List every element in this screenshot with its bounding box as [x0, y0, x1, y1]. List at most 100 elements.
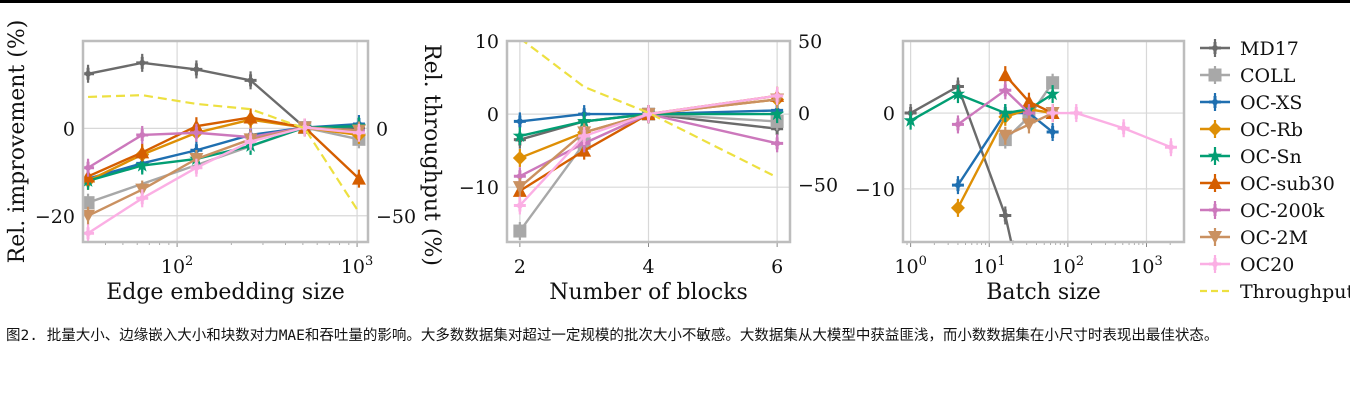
panel-2-y2-tick-label: −50: [798, 175, 838, 197]
panel-3-series-oc-sub30-point: [998, 68, 1013, 82]
panel-3-series-oc-rb-line: [956, 108, 1053, 209]
panel-1-series-oc-sub30-line: [87, 116, 360, 180]
panel-2-series-oc20-point: [578, 130, 591, 143]
legend-entry-md17-marker: [1209, 42, 1221, 54]
panel-2-series-oc-rb-point-shape: [512, 150, 527, 165]
panel-3-series-oc-200k-point: [951, 118, 964, 131]
legend-entry-oc20-marker: [1209, 258, 1221, 270]
panel-3-series-oc-xs-point-center: [954, 182, 961, 189]
panel-2-series-oc-rb-point: [512, 150, 527, 165]
panel-3-series-oc20-point-center: [1049, 110, 1056, 117]
panel-3-x-tick-label: 103: [1130, 254, 1162, 278]
panel-1-x-axis-title: Edge embedding size: [106, 280, 345, 305]
panel-1-series-oc20-point: [298, 121, 311, 134]
panel-3-series-oc20-point: [1070, 107, 1083, 120]
panel-1-frame: [81, 39, 370, 244]
panel-2-series-oc-200k-point: [771, 137, 784, 150]
panel-3-series-oc-sub30-point-shape: [998, 68, 1013, 82]
panel-2-series-oc-sn-point: [512, 128, 527, 143]
panel-1-series-md17-point-center: [85, 70, 92, 77]
legend-entry-oc-sub30-label: OC-sub30: [1240, 173, 1335, 195]
panel-2-series-oc20: [513, 86, 784, 215]
panel-2-series-oc20-line: [518, 94, 778, 207]
figure-caption: 图2. 批量大小、边缘嵌入大小和块数对力MAE和吞吐量的影响。大多数数据集对超过…: [6, 328, 1219, 344]
panel-1-y-tick-label: −20: [35, 206, 75, 228]
legend-entry-oc-200k-marker-center: [1212, 207, 1218, 213]
panel-2-y2-tick-label: 50: [798, 31, 822, 53]
panel-3-y-tick-label: 0: [883, 103, 895, 125]
legend-entry-oc-rb-label: OC-Rb: [1240, 119, 1303, 141]
panel-3-series-oc-sn-point-shape: [950, 86, 966, 101]
legend-entry-coll-label: COLL: [1240, 65, 1296, 87]
legend-entry-coll-marker-shape: [1208, 68, 1222, 82]
panel-2-series-oc-2m-line: [519, 98, 778, 189]
panel-1-series-oc-sub30-point-shape: [351, 171, 366, 185]
legend-entry-md17-label: MD17: [1240, 38, 1299, 60]
panel-1-series-oc-sn-point-shape: [135, 158, 150, 172]
panel-2-series-oc-2m-point: [512, 181, 527, 195]
panel-1-series-oc-sub30-point-shape: [135, 145, 150, 159]
panel-2-series-oc-xs-line: [519, 109, 778, 123]
panel-1-y-axis-title: Rel. improvement (%): [5, 20, 30, 264]
panel-2-series-oc-2m-point-shape: [512, 181, 527, 195]
panel-2-series-oc-sn-point-shape: [512, 128, 527, 143]
panel-1-series-oc-200k-point-center: [139, 131, 146, 138]
panel-2-y-tick-label: −10: [459, 177, 499, 199]
panel-2-x-tick-label: 2: [514, 256, 526, 278]
panel-1-series-md17-point-center: [193, 66, 200, 73]
panel-1-series-oc-sub30-point-shape: [243, 110, 258, 124]
panel-2-x-tick-label: 6: [771, 256, 783, 278]
panel-3-series-oc20-point: [1117, 122, 1130, 135]
panel-1-series-oc20-point: [244, 135, 257, 148]
panel-3-series-md17-point: [999, 209, 1012, 222]
panel-2-x-tick-label: 4: [642, 256, 654, 278]
panel-3-series-oc-xs-point-center: [1049, 129, 1056, 136]
panel-3-y-tick-label: −10: [855, 179, 895, 201]
legend-entry-coll-marker: [1208, 68, 1222, 82]
top-rule: [0, 0, 1350, 3]
panel-3-series-oc20-line: [1052, 111, 1172, 149]
panel-2-series-oc-sn-point-shape: [577, 113, 592, 128]
panel-3-series-oc-2m-point-shape: [1021, 118, 1036, 132]
panel-2-x-axis-title: Number of blocks: [549, 280, 748, 305]
panel-3-series-oc-200k-point-center: [1002, 87, 1009, 94]
panel-2-series-coll-point-shape: [513, 224, 527, 238]
panel-1-series-oc20-point-center: [85, 230, 92, 237]
panel-1-series-oc-200k-point-center: [85, 164, 92, 171]
panel-3-series-oc-200k-point-center: [954, 121, 961, 128]
panel-3-x-axis-title: Batch size: [986, 280, 1101, 305]
panel-2-series-oc-sn-point: [770, 106, 785, 121]
panel-3-series-oc-200k: [951, 81, 1035, 134]
panel-3-series-oc-sn-point: [903, 113, 918, 127]
panel-3-series-oc-200k-point: [999, 84, 1012, 97]
legend-entry-oc-sn-marker-shape: [1207, 148, 1223, 163]
panel-2-series-oc-200k-point-center: [774, 140, 781, 147]
panel-1-series-oc-200k-point: [136, 128, 149, 141]
panel-3-series-md17-point: [1007, 244, 1019, 256]
panel-3-series-oc20-point-center: [1120, 125, 1127, 132]
panel-1-x-tick-label: 103: [341, 254, 373, 278]
legend-entry-oc-xs-label: OC-XS: [1240, 92, 1302, 114]
panel-1-y-tick-label: 0: [63, 118, 75, 140]
panel-3-series-oc20-point-center: [1167, 144, 1174, 151]
panel-1-y2-tick-label: 0: [376, 118, 388, 140]
panel-3-series-oc-sn-point: [950, 86, 966, 101]
legend-entry-oc-sub30-marker: [1208, 176, 1222, 189]
panel-2-frame: [505, 39, 792, 244]
panel-1-series-oc-sub30-point: [351, 171, 366, 185]
legend-entry-oc-sn-label: OC-Sn: [1240, 146, 1302, 168]
panel-1-series-oc-200k-point: [190, 126, 203, 139]
legend-entry-md17-marker-center: [1212, 45, 1218, 51]
legend-entry-oc-xs-marker-center: [1212, 99, 1218, 105]
legend-entry-oc-2m-label: OC-2M: [1240, 227, 1308, 249]
panel-1-series-oc20-line: [87, 126, 360, 235]
panel-1-series-throughput-line: [88, 94, 360, 213]
panel-1-series-oc-sn-point: [135, 158, 150, 172]
panel-3-series-oc-xs-point: [1046, 126, 1059, 139]
legend-entry-oc20-label: OC20: [1240, 254, 1294, 276]
panel-3-series-oc20-point: [1164, 141, 1177, 154]
panel-3-x-tick-label: 100: [894, 254, 926, 278]
panel-3-series-oc-sn-point: [998, 105, 1013, 120]
panel-3-series-md17-point-center: [1010, 247, 1016, 253]
panel-1-series-oc20-point-center: [139, 195, 146, 202]
